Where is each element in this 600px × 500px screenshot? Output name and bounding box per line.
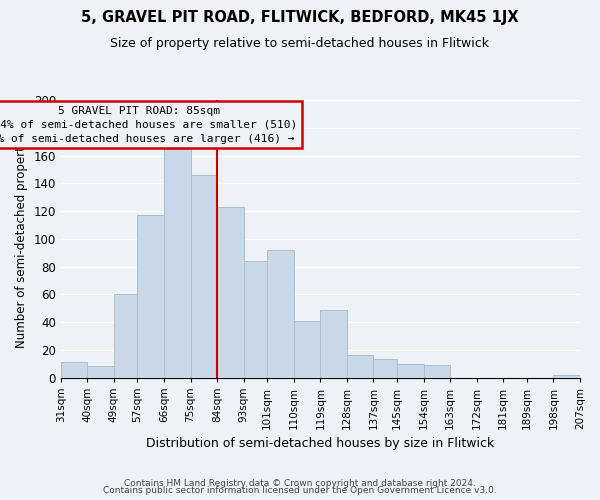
Bar: [244, 261, 267, 378]
Text: Size of property relative to semi-detached houses in Flitwick: Size of property relative to semi-detach…: [110, 38, 490, 51]
X-axis label: Distribution of semi-detached houses by size in Flitwick: Distribution of semi-detached houses by …: [146, 437, 494, 450]
Text: 5 GRAVEL PIT ROAD: 85sqm
← 54% of semi-detached houses are smaller (510)
44% of : 5 GRAVEL PIT ROAD: 85sqm ← 54% of semi-d…: [0, 106, 298, 144]
Bar: [164, 148, 191, 378]
Bar: [320, 310, 347, 378]
Bar: [294, 320, 320, 378]
Bar: [424, 365, 450, 378]
Bar: [347, 356, 373, 378]
Text: 5, GRAVEL PIT ROAD, FLITWICK, BEDFORD, MK45 1JX: 5, GRAVEL PIT ROAD, FLITWICK, BEDFORD, M…: [81, 10, 519, 25]
Bar: [397, 364, 424, 378]
Bar: [61, 362, 88, 378]
Bar: [114, 294, 137, 378]
Text: Contains public sector information licensed under the Open Government Licence v3: Contains public sector information licen…: [103, 486, 497, 495]
Bar: [191, 175, 217, 378]
Bar: [553, 374, 580, 378]
Bar: [137, 215, 164, 378]
Bar: [267, 250, 294, 378]
Bar: [88, 366, 114, 378]
Bar: [217, 207, 244, 378]
Bar: [373, 360, 397, 378]
Text: Contains HM Land Registry data © Crown copyright and database right 2024.: Contains HM Land Registry data © Crown c…: [124, 478, 476, 488]
Y-axis label: Number of semi-detached properties: Number of semi-detached properties: [15, 130, 28, 348]
